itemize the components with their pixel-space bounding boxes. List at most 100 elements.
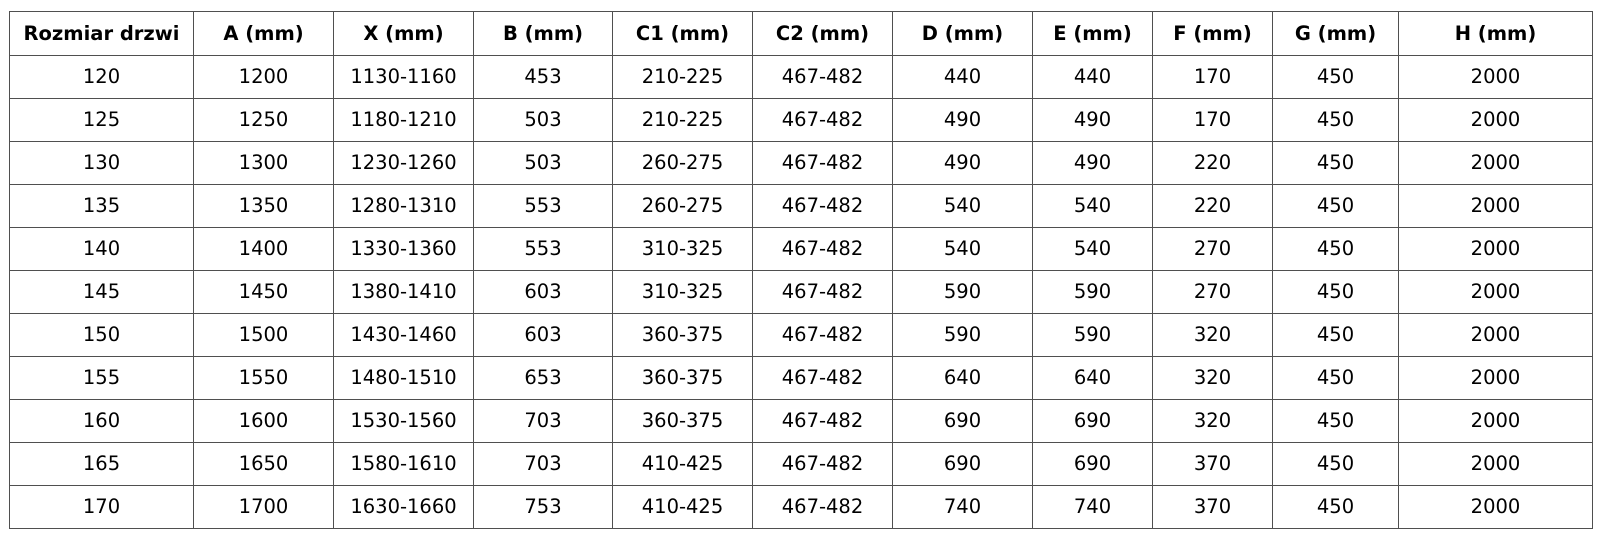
table-row: 160 1600 1530-1560 703 360-375 467-482 690 690 3… xyxy=(9,399,1593,443)
table-cell: 590 xyxy=(1032,270,1153,314)
table-cell: 310-325 xyxy=(612,270,753,314)
table-cell: 450 xyxy=(1272,141,1399,185)
table-cell: 740 xyxy=(1032,485,1153,529)
table-cell: 410-425 xyxy=(612,442,753,486)
column-header-5: C2 (mm) xyxy=(752,11,893,56)
table-cell: 1480-1510 xyxy=(333,356,474,400)
table-cell: 690 xyxy=(1032,399,1153,443)
table-cell: 653 xyxy=(473,356,613,400)
table-cell: 1450 xyxy=(193,270,334,314)
table-cell: 1630-1660 xyxy=(333,485,474,529)
column-header-10: H (mm) xyxy=(1398,11,1593,56)
table-cell: 540 xyxy=(892,227,1033,271)
table-cell: 2000 xyxy=(1398,270,1593,314)
table-cell: 145 xyxy=(9,270,194,314)
table-cell: 150 xyxy=(9,313,194,357)
table-cell: 490 xyxy=(892,98,1033,142)
table-cell: 440 xyxy=(892,55,1033,99)
table-cell: 640 xyxy=(892,356,1033,400)
table-cell: 1130-1160 xyxy=(333,55,474,99)
table-cell: 450 xyxy=(1272,184,1399,228)
table-cell: 553 xyxy=(473,184,613,228)
table-cell: 135 xyxy=(9,184,194,228)
table-cell: 753 xyxy=(473,485,613,529)
column-header-8: F (mm) xyxy=(1152,11,1273,56)
table-cell: 690 xyxy=(1032,442,1153,486)
table-cell: 590 xyxy=(892,270,1033,314)
column-header-3: B (mm) xyxy=(473,11,613,56)
table-cell: 467-482 xyxy=(752,227,893,271)
table-cell: 2000 xyxy=(1398,184,1593,228)
table-row: 135 1350 1280-1310 553 260-275 467-482 540 540 2… xyxy=(9,184,1593,228)
table-cell: 440 xyxy=(1032,55,1153,99)
table-cell: 450 xyxy=(1272,98,1399,142)
column-header-1: A (mm) xyxy=(193,11,334,56)
table-cell: 450 xyxy=(1272,313,1399,357)
column-header-7: E (mm) xyxy=(1032,11,1153,56)
table-row: 120 1200 1130-1160 453 210-225 467-482 440 440 1… xyxy=(9,55,1593,99)
table-cell: 2000 xyxy=(1398,98,1593,142)
table-cell: 467-482 xyxy=(752,442,893,486)
table-cell: 553 xyxy=(473,227,613,271)
table-row: 165 1650 1580-1610 703 410-425 467-482 690 690 3… xyxy=(9,442,1593,486)
table-cell: 467-482 xyxy=(752,485,893,529)
table-cell: 130 xyxy=(9,141,194,185)
table-body: 120 1200 1130-1160 453 210-225 467-482 440 440 1… xyxy=(9,55,1593,529)
table-row: 150 1500 1430-1460 603 360-375 467-482 590 590 3… xyxy=(9,313,1593,357)
table-cell: 2000 xyxy=(1398,399,1593,443)
table-cell: 1550 xyxy=(193,356,334,400)
table-cell: 1200 xyxy=(193,55,334,99)
table-cell: 170 xyxy=(1152,55,1273,99)
table-cell: 490 xyxy=(1032,98,1153,142)
table-cell: 260-275 xyxy=(612,141,753,185)
table-cell: 1430-1460 xyxy=(333,313,474,357)
table-cell: 1230-1260 xyxy=(333,141,474,185)
table-cell: 453 xyxy=(473,55,613,99)
table-cell: 210-225 xyxy=(612,98,753,142)
table-row: 155 1550 1480-1510 653 360-375 467-482 640 640 3… xyxy=(9,356,1593,400)
table-cell: 450 xyxy=(1272,356,1399,400)
table-cell: 467-482 xyxy=(752,184,893,228)
column-header-9: G (mm) xyxy=(1272,11,1399,56)
table-cell: 590 xyxy=(1032,313,1153,357)
table-cell: 740 xyxy=(892,485,1033,529)
table-cell: 467-482 xyxy=(752,270,893,314)
table-cell: 467-482 xyxy=(752,356,893,400)
table-row: 140 1400 1330-1360 553 310-325 467-482 540 540 2… xyxy=(9,227,1593,271)
table-cell: 320 xyxy=(1152,356,1273,400)
table-cell: 450 xyxy=(1272,399,1399,443)
table-cell: 503 xyxy=(473,141,613,185)
table-cell: 1300 xyxy=(193,141,334,185)
table-cell: 1600 xyxy=(193,399,334,443)
table-cell: 467-482 xyxy=(752,141,893,185)
table-header: Rozmiar drzwi A (mm) X (mm) B (mm) C1 (mm) C2… xyxy=(9,11,1593,56)
column-header-2: X (mm) xyxy=(333,11,474,56)
table-cell: 1400 xyxy=(193,227,334,271)
table-cell: 2000 xyxy=(1398,442,1593,486)
table-cell: 540 xyxy=(1032,227,1153,271)
table-cell: 155 xyxy=(9,356,194,400)
table-cell: 1250 xyxy=(193,98,334,142)
table-cell: 320 xyxy=(1152,313,1273,357)
table-cell: 690 xyxy=(892,442,1033,486)
table-cell: 1580-1610 xyxy=(333,442,474,486)
table-cell: 703 xyxy=(473,399,613,443)
table-cell: 260-275 xyxy=(612,184,753,228)
table-cell: 165 xyxy=(9,442,194,486)
table-cell: 2000 xyxy=(1398,313,1593,357)
table-cell: 590 xyxy=(892,313,1033,357)
table-cell: 120 xyxy=(9,55,194,99)
table-cell: 2000 xyxy=(1398,141,1593,185)
table-cell: 640 xyxy=(1032,356,1153,400)
table-cell: 1380-1410 xyxy=(333,270,474,314)
table-cell: 450 xyxy=(1272,55,1399,99)
table-cell: 1500 xyxy=(193,313,334,357)
table-cell: 1330-1360 xyxy=(333,227,474,271)
table-row: 170 1700 1630-1660 753 410-425 467-482 740 740 3… xyxy=(9,485,1593,529)
table-cell: 2000 xyxy=(1398,227,1593,271)
table-cell: 360-375 xyxy=(612,356,753,400)
table-cell: 467-482 xyxy=(752,313,893,357)
table-cell: 210-225 xyxy=(612,55,753,99)
table-cell: 490 xyxy=(892,141,1033,185)
table-cell: 703 xyxy=(473,442,613,486)
